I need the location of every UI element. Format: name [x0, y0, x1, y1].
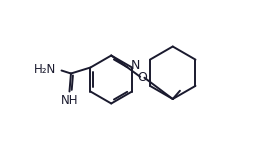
- Text: O: O: [137, 71, 147, 84]
- Text: H₂N: H₂N: [34, 63, 56, 76]
- Text: N: N: [131, 59, 140, 72]
- Text: NH: NH: [61, 94, 78, 107]
